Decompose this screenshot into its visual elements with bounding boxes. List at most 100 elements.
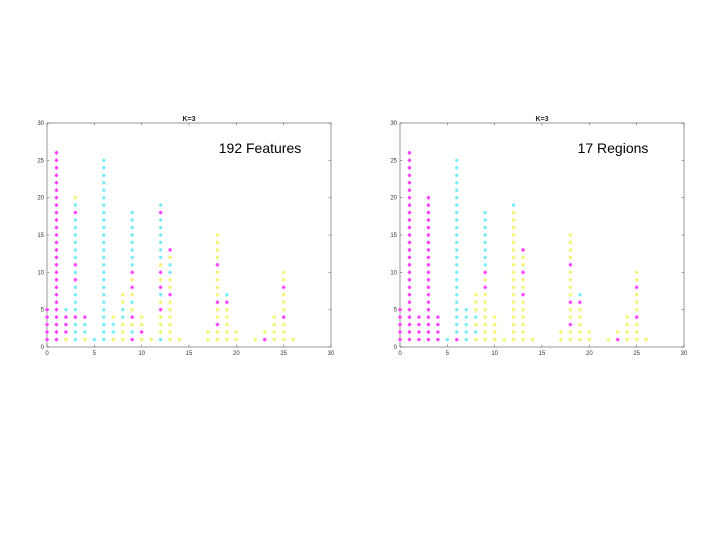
data-point-yellow [168,285,172,290]
data-point-cyan [454,180,459,185]
axes-box [46,122,332,348]
data-point-yellow [281,307,286,312]
y-tick-label: 30 [37,121,44,127]
data-point-yellow [215,307,220,312]
x-tick-label: 15 [186,351,193,357]
data-point-yellow [559,330,563,334]
data-point-yellow [606,337,611,342]
data-point-magenta [426,240,431,245]
data-point-magenta [435,322,440,327]
data-point-cyan [454,165,459,170]
data-point-magenta [54,330,59,334]
data-point-cyan [483,218,488,222]
data-point-yellow [511,210,516,215]
data-point-magenta [45,315,49,320]
data-point-yellow [130,307,135,312]
x-tick-label: 30 [328,351,335,357]
data-point-cyan [120,307,125,312]
data-point-yellow [577,337,582,342]
data-point-magenta [45,307,49,312]
data-point-magenta [407,188,412,193]
data-point-yellow [215,270,220,275]
data-point-yellow [568,315,573,320]
data-point-yellow [521,330,525,334]
data-point-cyan [454,300,459,305]
x-tick-label: 10 [138,351,145,357]
data-point-magenta [54,315,59,320]
data-point-yellow [530,337,535,342]
data-point-magenta [407,158,412,163]
data-point-magenta [407,337,412,342]
data-point-yellow [215,248,220,252]
data-point-magenta [130,270,135,275]
data-point-cyan [111,330,116,334]
scatter-chart-regions: K=3 17 Regions 0 5 10 15 20 25 30 0 5 10 15 20 25 30 [389,114,689,364]
data-point-magenta [54,173,59,178]
data-point-yellow [168,330,172,334]
data-point-magenta [54,262,59,267]
data-point-yellow [215,337,220,342]
data-point-cyan [101,158,106,163]
data-point-magenta [407,233,412,237]
data-point-cyan [101,337,106,342]
data-point-cyan [483,262,488,267]
data-point-yellow [473,322,478,327]
data-point-yellow [511,225,516,230]
data-point-cyan [454,240,459,245]
data-point-yellow [634,292,639,297]
data-point-yellow [272,330,277,334]
data-point-magenta [483,270,488,275]
data-point-cyan [454,188,459,193]
data-point-yellow [224,307,229,312]
data-point-magenta [417,330,421,334]
data-point-magenta [521,292,525,297]
data-point-cyan [483,240,488,245]
data-point-yellow [281,337,286,342]
data-point-cyan [454,292,459,297]
data-point-cyan [130,218,135,222]
data-point-magenta [407,255,412,260]
data-point-cyan [130,255,135,260]
data-point-magenta [54,210,59,215]
data-point-yellow [634,322,639,327]
data-point-yellow [64,337,68,342]
data-point-magenta [426,307,431,312]
y-tick-label: 25 [390,158,397,164]
data-point-yellow [502,337,507,342]
data-point-magenta [281,285,286,290]
data-point-magenta [407,240,412,245]
data-point-magenta [407,270,412,275]
data-point-yellow [215,292,220,297]
data-point-yellow [111,315,116,320]
data-point-magenta [407,307,412,312]
data-point-cyan [101,233,106,237]
data-point-cyan [130,300,135,305]
y-tick-label: 15 [390,233,397,239]
data-point-magenta [407,150,412,155]
data-point-cyan [73,270,78,275]
data-point-cyan [158,240,163,245]
data-point-yellow [568,270,573,275]
data-point-magenta [426,225,431,230]
data-point-yellow [511,315,516,320]
data-point-yellow [511,300,516,305]
data-point-magenta [130,315,135,320]
data-point-magenta [407,225,412,230]
data-point-yellow [511,240,516,245]
scatter-plot-svg: K=3 17 Regions 0 5 10 15 20 25 30 0 5 10 15 20 25 30 [390,116,688,357]
data-point-yellow [158,315,163,320]
data-point-yellow [281,270,286,275]
data-point-magenta [54,195,59,200]
data-point-cyan [101,180,106,185]
data-point-magenta [407,277,412,282]
data-point-magenta [634,315,639,320]
data-point-yellow [568,255,573,260]
data-point-magenta [398,322,402,327]
data-point-cyan [158,218,163,222]
data-point-cyan [73,218,78,222]
data-point-yellow [625,322,630,327]
data-point-yellow [625,315,630,320]
data-point-cyan [483,210,488,215]
y-tick-label: 0 [394,345,398,351]
data-point-yellow [511,292,516,297]
